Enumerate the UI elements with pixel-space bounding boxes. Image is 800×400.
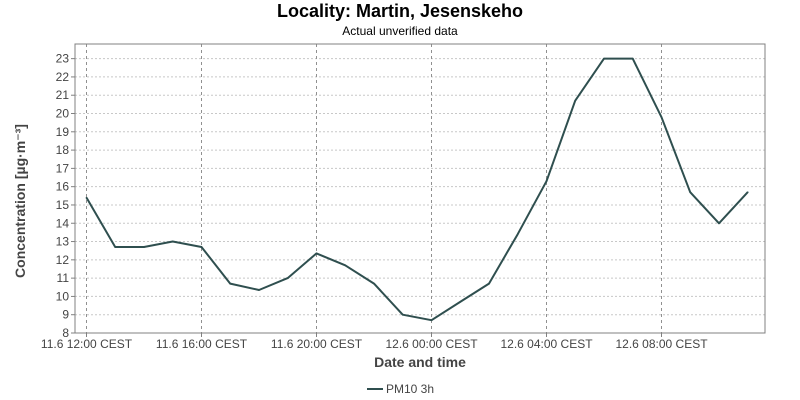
series-line-pm10-3h: [85, 57, 749, 322]
data-point: [516, 233, 519, 236]
x-tick-label: 12.6 04:00 CEST: [500, 337, 593, 351]
y-tick-label: 13: [56, 235, 70, 249]
y-tick-label: 14: [56, 216, 70, 230]
x-tick-label: 12.6 00:00 CEST: [385, 337, 478, 351]
y-tick-label: 21: [56, 88, 70, 102]
data-point: [430, 319, 433, 321]
data-point: [114, 246, 117, 248]
data-point: [315, 252, 318, 255]
y-tick-label: 17: [56, 161, 70, 175]
data-point: [660, 116, 663, 118]
data-point: [459, 301, 462, 303]
data-point: [545, 180, 548, 182]
y-tick-label: 20: [56, 107, 70, 121]
y-tick-label: 18: [56, 143, 70, 157]
y-axis-title: Concentration [µg·m⁻³]: [12, 124, 28, 278]
data-point: [631, 57, 634, 60]
y-tick-label: 16: [56, 180, 70, 194]
data-point: [143, 246, 145, 248]
data-point: [488, 282, 490, 285]
y-tick-label: 9: [62, 308, 69, 322]
data-point: [718, 222, 720, 225]
y-tick-label: 22: [56, 70, 70, 84]
y-axis: 8 9 10 11 12 13 14 15 16 17 18 19 20 21 22 23: [56, 52, 75, 340]
data-point: [373, 282, 375, 285]
y-tick-label: 23: [56, 52, 70, 66]
y-tick-label: 11: [57, 271, 70, 285]
data-point: [689, 191, 692, 193]
y-tick-label: 12: [56, 253, 70, 267]
x-tick-label: 11.6 12:00 CEST: [41, 337, 133, 351]
y-tick-label: 10: [56, 289, 70, 303]
y-tick-label: 15: [56, 198, 70, 212]
chart-title: Locality: Martin, Jesenskeho: [276, 1, 524, 21]
grid: [75, 44, 765, 334]
x-tick-label: 11.6 16:00 CEST: [156, 337, 248, 351]
x-axis-title: Date and time: [374, 354, 466, 370]
y-tick-label: 19: [56, 125, 70, 139]
data-point: [286, 277, 289, 279]
data-point: [258, 289, 260, 291]
x-tick-label: 11.6 20:00 CEST: [271, 337, 363, 351]
data-point: [171, 240, 174, 243]
legend-label-pm10-3h: PM10 3h: [386, 382, 434, 396]
data-point: [344, 264, 347, 267]
chart-subtitle: Actual unverified data: [342, 24, 458, 38]
legend: PM10 3h: [367, 382, 434, 396]
series-layer: [85, 57, 749, 322]
data-point: [603, 57, 605, 60]
plot-area: [74, 43, 766, 334]
x-axis: 11.6 12:00 CEST 11.6 16:00 CEST 11.6 20:00…: [41, 333, 708, 351]
data-point: [746, 191, 749, 193]
x-tick-label: 12.6 08:00 CEST: [615, 337, 708, 351]
data-point: [200, 246, 203, 248]
data-point: [85, 196, 88, 199]
y-tick-label: 8: [62, 326, 69, 340]
data-point: [401, 313, 404, 316]
data-point: [229, 282, 232, 285]
data-point: [574, 99, 577, 102]
